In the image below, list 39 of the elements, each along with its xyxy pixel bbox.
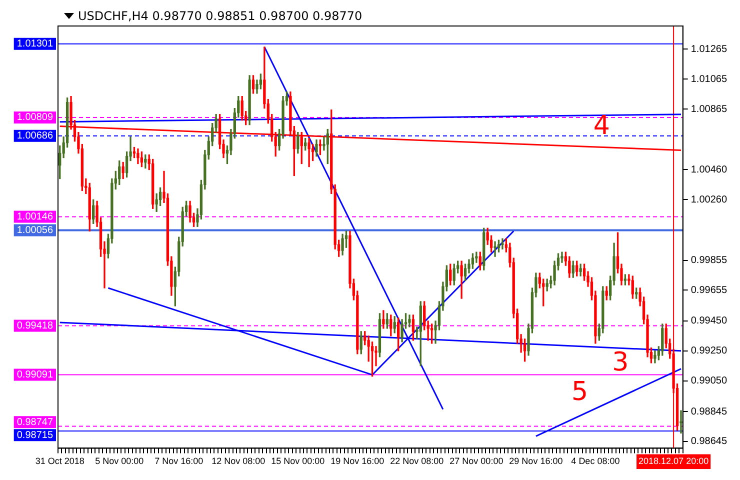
x-tick-label: 2018.12.07 20:00	[638, 456, 709, 466]
x-tick-label: 15 Nov 00:00	[271, 456, 325, 466]
x-tick-label: 4 Dec 08:00	[571, 456, 620, 466]
y-tick-label: 1.01065	[690, 74, 728, 85]
annotation: 4	[593, 111, 610, 142]
y-tick-label: 0.99855	[690, 255, 728, 266]
candlestick	[494, 241, 496, 257]
y-tick-label: 1.01265	[690, 44, 728, 55]
ref-line-label: 1.00686	[16, 130, 54, 142]
x-tick-label: 29 Nov 16:00	[509, 456, 563, 466]
x-tick-label: 5 Nov 00:00	[95, 456, 144, 466]
ref-line-label: 0.99091	[16, 369, 54, 380]
y-tick-label: 1.00460	[690, 164, 728, 176]
y-tick-label: 0.98645	[690, 436, 728, 448]
chart-title: USDCHF,H4 0.98770 0.98851 0.98700 0.98770	[78, 9, 362, 23]
ref-line-label: 0.98747	[16, 416, 54, 428]
annotation: 3	[612, 348, 629, 378]
ref-line-label: 1.00146	[16, 211, 54, 222]
y-tick-label: 1.00260	[690, 194, 728, 206]
x-tick-label: 27 Nov 00:00	[450, 456, 504, 466]
ref-line-label: 1.00056	[16, 224, 54, 236]
candlestick	[501, 238, 504, 250]
ref-line-label: 0.99418	[16, 320, 54, 332]
x-tick-label: 7 Nov 16:00	[154, 456, 204, 466]
y-tick-label: 0.99450	[690, 316, 728, 327]
y-tick-label: 1.00865	[690, 104, 728, 115]
candlestick	[680, 410, 682, 434]
y-tick-label: 0.99050	[690, 376, 728, 387]
x-tick-label: 19 Nov 16:00	[330, 456, 384, 466]
y-tick-label: 0.98845	[690, 406, 728, 418]
x-tick-label: 31 Oct 2018	[35, 456, 84, 466]
ref-line-label: 1.00809	[16, 112, 54, 124]
ref-line-label: 0.98715	[16, 430, 54, 441]
ref-line-label: 1.01301	[16, 38, 54, 50]
y-tick-label: 0.99655	[690, 285, 728, 296]
y-tick-label: 0.99250	[690, 346, 728, 357]
x-tick-label: 22 Nov 08:00	[390, 456, 444, 466]
x-tick-label: 12 Nov 08:00	[212, 456, 266, 466]
annotation: 5	[571, 377, 588, 408]
